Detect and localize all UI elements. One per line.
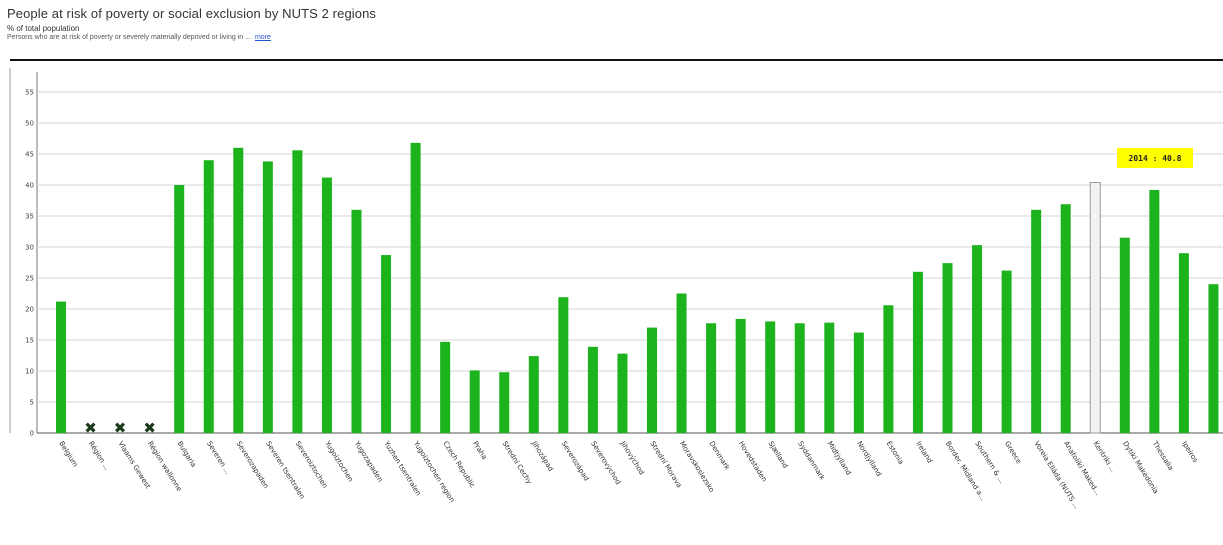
- y-tick-label: 30: [25, 244, 34, 252]
- chart-description: Persons who are at risk of poverty or se…: [7, 34, 1207, 41]
- bar: [440, 341, 451, 433]
- x-tick-label: Thessalia: [1150, 439, 1175, 472]
- x-tick-label: Jihovýchod: [618, 439, 645, 476]
- bar: [1031, 209, 1042, 433]
- x-tick-label: Yugozapaden: [352, 439, 384, 484]
- bar: [1178, 253, 1189, 433]
- x-tick-label: Strední Morava: [648, 440, 683, 489]
- x-tick-label: Southern & ...: [973, 440, 1005, 485]
- bar: [499, 372, 510, 433]
- y-tick-label: 0: [30, 430, 34, 438]
- x-tick-label: Yugoiztochen: [323, 439, 355, 483]
- bar: [174, 185, 185, 433]
- x-tick-label: Kentriki ...: [1092, 440, 1118, 474]
- bar: [469, 370, 480, 433]
- x-tick-label: Région ...: [87, 440, 111, 472]
- bar: [942, 263, 953, 433]
- bar: [56, 301, 66, 433]
- bar: [1001, 270, 1012, 433]
- bar: [676, 293, 687, 433]
- bar: [1149, 189, 1160, 433]
- bar: [558, 297, 569, 433]
- x-tick-label: Praha: [471, 440, 488, 461]
- bar: [1208, 284, 1219, 433]
- x-tick-label: Ireland: [914, 440, 934, 465]
- header-divider: [10, 59, 1223, 61]
- missing-value-marker: ✖: [114, 420, 127, 437]
- bar: [203, 160, 214, 433]
- chart-subtitle: % of total population: [7, 24, 80, 33]
- bar: [706, 323, 717, 433]
- x-tick-label: Sjælland: [767, 440, 790, 470]
- x-tick-label: Severozápad: [560, 440, 591, 483]
- x-tick-label: Bulgaria: [176, 440, 198, 469]
- bar: [233, 147, 244, 434]
- y-tick-label: 15: [25, 337, 34, 345]
- y-tick-label: 40: [25, 182, 34, 190]
- bar: [617, 353, 628, 433]
- bar: [647, 327, 657, 433]
- x-tick-label: Ipeiros: [1180, 440, 1199, 464]
- y-tick-label: 5: [30, 399, 34, 407]
- bar: [587, 346, 598, 433]
- x-tick-label: Midtjylland: [826, 440, 853, 477]
- missing-value-marker: ✖: [84, 420, 97, 437]
- bar: [883, 305, 894, 433]
- bar: [912, 271, 923, 433]
- bar: [735, 318, 746, 433]
- x-tick-label: Greece: [1003, 440, 1023, 465]
- x-tick-label: Nordjylland: [855, 440, 883, 478]
- x-tick-label: Severovýchod: [589, 440, 622, 486]
- x-tick-label: Severozapaden: [235, 440, 270, 490]
- tooltip-box: [1117, 148, 1193, 168]
- bar: [262, 161, 273, 433]
- bar: [528, 356, 539, 433]
- x-tick-label: Strední Cechy: [501, 440, 534, 486]
- bar: [972, 245, 983, 433]
- bar: [765, 321, 776, 433]
- y-tick-label: 55: [25, 89, 34, 97]
- x-tick-label: Severoiztochen: [294, 440, 329, 490]
- y-tick-label: 45: [25, 151, 34, 159]
- chart-title: People at risk of poverty or social excl…: [7, 6, 377, 21]
- bar: [853, 332, 864, 433]
- bar: [321, 177, 332, 433]
- bar: [410, 142, 421, 433]
- x-tick-label: Syddanmark: [796, 440, 827, 483]
- chart-header: People at risk of poverty or social excl…: [7, 6, 1207, 41]
- more-link[interactable]: more: [254, 34, 271, 41]
- x-tick-label: Belgium: [57, 440, 79, 469]
- y-tick-label: 25: [25, 275, 34, 283]
- x-tick-label: Hovedstaden: [737, 440, 768, 484]
- x-tick-label: Denmark: [707, 440, 731, 472]
- bar: [1060, 204, 1071, 433]
- x-tick-label: Jihozápad: [530, 439, 555, 473]
- tooltip-label: 2014 : 40.8: [1129, 154, 1182, 163]
- missing-value-marker: ✖: [143, 420, 156, 437]
- y-tick-label: 50: [25, 120, 34, 128]
- bar: [381, 255, 392, 433]
- x-tick-label: Severen ...: [205, 440, 232, 476]
- x-tick-label: Vlaams Gewest: [116, 440, 152, 490]
- x-tick-label: Czech Republic: [441, 440, 476, 490]
- bar: [351, 209, 362, 433]
- y-tick-label: 35: [25, 213, 34, 221]
- x-tick-label: Estonia: [885, 440, 905, 466]
- y-tick-label: 10: [25, 368, 34, 376]
- bar: [824, 322, 835, 433]
- y-tick-label: 20: [25, 306, 34, 314]
- highlighted-bar: [1089, 182, 1101, 434]
- description-text: Persons who are at risk of poverty or se…: [7, 34, 251, 41]
- bar: [794, 323, 805, 433]
- bar: [1119, 237, 1130, 433]
- bar: [292, 150, 303, 433]
